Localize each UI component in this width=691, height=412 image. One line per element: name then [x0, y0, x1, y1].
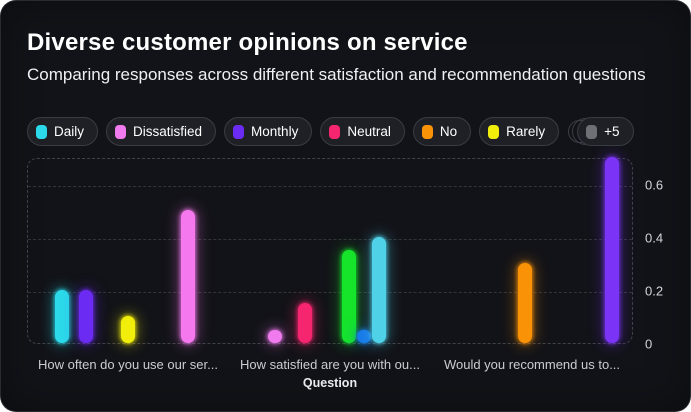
legend-pill-neutral[interactable]: Neutral [320, 117, 405, 146]
y-tick-label: 0.4 [645, 230, 664, 246]
bar-group2-4[interactable] [357, 330, 371, 343]
page-title: Diverse customer opinions on service [27, 29, 468, 56]
bar-neutral[interactable] [298, 303, 312, 343]
y-axis: 0 0.2 0.4 0.6 [645, 158, 685, 351]
legend-swatch-daily [36, 124, 47, 139]
legend-label: Monthly [251, 124, 299, 139]
x-axis-title: Question [302, 376, 358, 390]
y-tick-label: 0.2 [645, 283, 664, 299]
legend-label: Neutral [347, 124, 391, 139]
legend-swatch-overflow [586, 124, 598, 139]
legend-swatch-rarely [488, 124, 500, 139]
legend-pill-dissatisfied[interactable]: Dissatisfied [106, 117, 217, 146]
legend-label: No [439, 124, 458, 139]
bar-monthly[interactable] [79, 290, 93, 343]
legend-swatch-monthly [233, 124, 245, 139]
legend-pill-rarely[interactable]: Rarely [479, 117, 560, 146]
chart-subtitle: Comparing responses across different sat… [27, 65, 646, 84]
plot-area [27, 157, 633, 344]
y-tick-label: 0.6 [645, 177, 664, 193]
legend-label: Dissatisfied [133, 124, 203, 139]
x-axis: How often do you use our ser... How satis… [27, 357, 633, 373]
bar-group2-3[interactable] [342, 250, 356, 343]
x-tick-label: How often do you use our ser... [38, 357, 218, 372]
x-tick-label: How satisfied are you with ou... [240, 357, 420, 372]
bar-group1-4[interactable] [181, 210, 195, 343]
legend-swatch-dissatisfied [115, 124, 127, 139]
bar-rarely[interactable] [121, 316, 135, 343]
bar-group2-5[interactable] [372, 237, 386, 343]
bar-group3-2[interactable] [605, 157, 619, 343]
bar-daily[interactable] [55, 290, 69, 343]
y-tick-label: 0 [645, 336, 653, 352]
legend-pill-no[interactable]: No [412, 117, 472, 146]
bar-no[interactable] [518, 263, 532, 343]
legend-pill-daily[interactable]: Daily [27, 117, 99, 146]
legend-overflow: +5 [568, 117, 634, 146]
bar-dissatisfied[interactable] [268, 330, 282, 343]
legend-swatch-no [421, 124, 433, 139]
gridline-0.4 [28, 238, 632, 240]
legend-label: Daily [54, 124, 85, 139]
legend-swatch-neutral [329, 124, 341, 139]
legend-pill-monthly[interactable]: Monthly [224, 117, 313, 146]
x-tick-label: Would you recommend us to... [443, 357, 621, 372]
gridline-0.2 [28, 291, 632, 293]
gridline-0.6 [28, 185, 632, 187]
legend-overflow-count: +5 [604, 124, 620, 139]
legend-label: Rarely [506, 124, 546, 139]
legend-pill-overflow[interactable]: +5 [577, 117, 634, 146]
legend: Daily Dissatisfied Monthly Neutral No Rarely +… [27, 117, 634, 146]
